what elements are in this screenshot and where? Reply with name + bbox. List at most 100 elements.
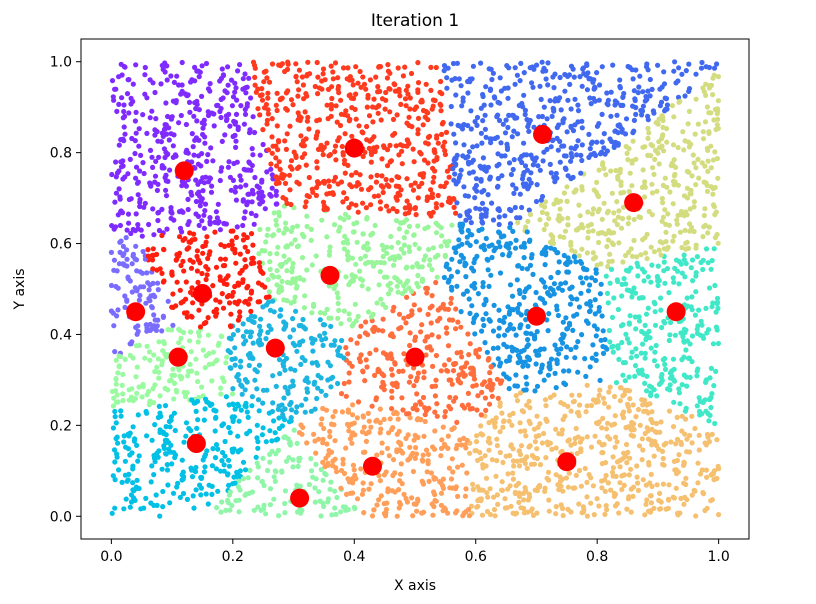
data-point: [405, 138, 411, 144]
data-point: [558, 107, 564, 113]
data-point: [561, 332, 567, 338]
data-point: [508, 443, 514, 449]
data-point: [160, 504, 166, 510]
data-point: [664, 102, 671, 108]
data-point: [190, 300, 196, 306]
data-point: [450, 469, 456, 475]
data-point: [275, 244, 281, 250]
data-point: [714, 61, 720, 67]
data-point: [490, 345, 496, 351]
data-point: [159, 232, 165, 239]
data-point: [320, 459, 326, 465]
data-point: [338, 179, 345, 185]
data-point: [117, 249, 123, 255]
data-point: [426, 246, 432, 253]
data-point: [486, 435, 492, 441]
data-point: [501, 371, 507, 377]
data-point: [517, 390, 524, 396]
data-point: [202, 208, 208, 214]
data-point: [682, 138, 688, 144]
data-point: [523, 387, 529, 393]
data-point: [545, 469, 552, 475]
data-point: [618, 385, 624, 391]
data-point: [423, 408, 429, 414]
data-point: [315, 372, 321, 379]
data-point: [698, 318, 704, 324]
data-point: [596, 304, 602, 311]
data-point: [380, 379, 386, 385]
data-point: [245, 475, 251, 481]
data-point: [482, 247, 488, 253]
data-point: [521, 255, 527, 261]
data-point: [605, 420, 611, 426]
data-point: [475, 354, 482, 360]
data-point: [599, 216, 605, 222]
data-point: [389, 244, 395, 250]
data-point: [397, 499, 403, 505]
data-point: [442, 239, 448, 245]
data-point: [491, 302, 497, 308]
data-point: [194, 248, 200, 254]
data-point: [366, 429, 372, 435]
data-point: [218, 96, 224, 102]
data-point: [696, 408, 703, 414]
data-point: [124, 297, 130, 303]
data-point: [483, 210, 489, 216]
data-point: [335, 295, 341, 301]
data-point: [393, 143, 399, 149]
data-point: [428, 320, 434, 326]
data-point: [453, 510, 459, 516]
data-point: [431, 158, 437, 164]
data-point: [573, 227, 580, 233]
data-point: [454, 283, 460, 289]
data-point: [451, 196, 457, 202]
data-point: [648, 279, 654, 285]
data-point: [261, 502, 267, 508]
data-point: [134, 477, 140, 483]
data-point: [121, 102, 127, 108]
data-point: [494, 436, 500, 442]
data-point: [679, 428, 685, 434]
data-point: [295, 463, 301, 469]
data-point: [603, 273, 609, 279]
data-point: [425, 141, 431, 147]
data-point: [551, 174, 557, 180]
data-point: [331, 178, 337, 184]
data-point: [507, 453, 513, 459]
data-point: [525, 363, 531, 369]
data-point: [516, 463, 523, 469]
data-point: [438, 368, 444, 374]
data-point: [389, 426, 395, 433]
data-point: [262, 206, 268, 212]
data-point: [518, 60, 524, 66]
data-point: [420, 481, 427, 487]
data-point: [267, 259, 273, 265]
data-point: [361, 424, 367, 430]
data-point: [267, 459, 273, 465]
data-point: [355, 313, 361, 319]
data-point: [570, 485, 576, 491]
data-point: [289, 407, 295, 413]
data-point: [438, 183, 444, 189]
data-point: [658, 252, 664, 258]
data-point: [351, 95, 357, 102]
data-point: [353, 170, 359, 176]
data-point: [330, 414, 336, 420]
data-point: [272, 430, 278, 436]
data-point: [217, 78, 223, 84]
data-point: [432, 383, 439, 389]
data-point: [715, 175, 721, 181]
data-point: [411, 383, 417, 389]
data-point: [341, 380, 347, 387]
data-point: [323, 336, 329, 342]
data-point: [207, 249, 213, 255]
data-point: [185, 368, 192, 374]
data-point: [409, 495, 415, 501]
data-point: [695, 156, 701, 162]
data-point: [368, 232, 374, 238]
data-point: [589, 211, 596, 217]
data-point: [453, 161, 459, 167]
data-point: [702, 507, 708, 514]
data-point: [294, 179, 300, 185]
